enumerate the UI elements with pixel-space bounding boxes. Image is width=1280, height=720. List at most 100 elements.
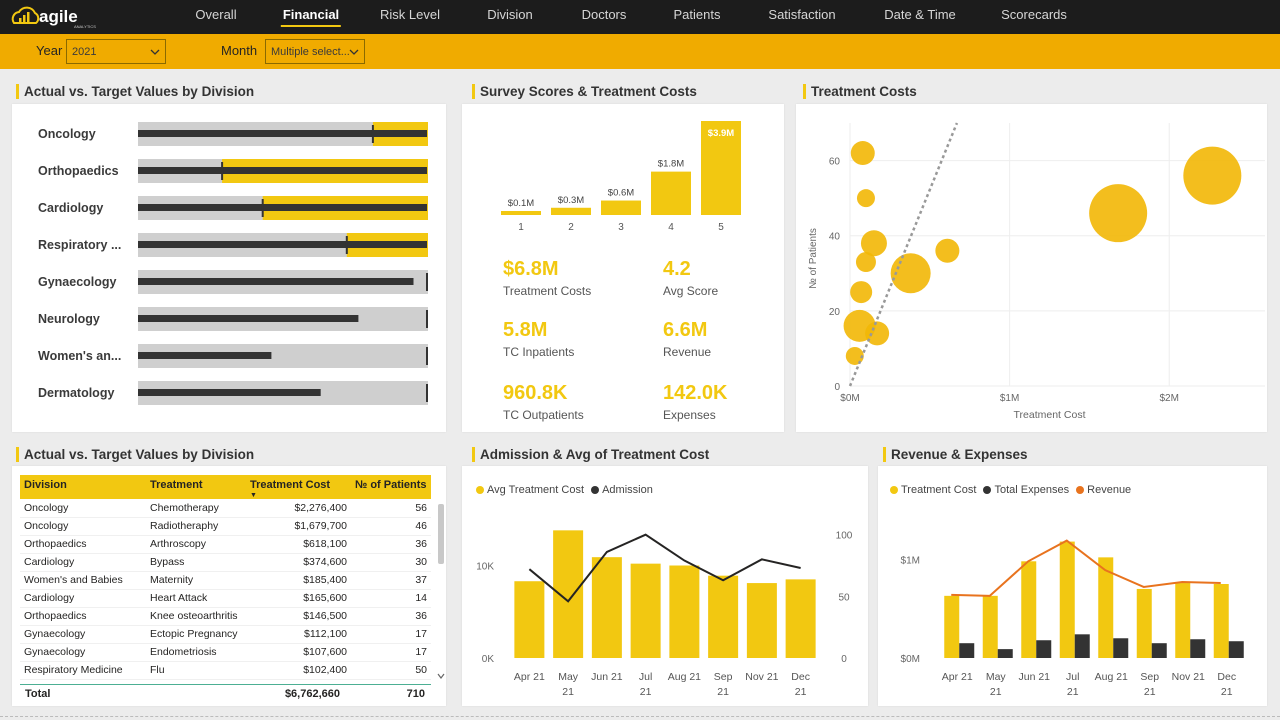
agile-analytics-logo[interactable]: agile ANALYTICS — [10, 4, 110, 30]
survey-bar[interactable] — [701, 121, 741, 215]
nav-financial[interactable]: Financial — [280, 0, 342, 34]
rev-x-tick: Dec — [1217, 671, 1236, 683]
survey-bar[interactable] — [501, 211, 541, 215]
scatter-point[interactable] — [855, 252, 876, 273]
scatter-point[interactable] — [845, 346, 864, 365]
kpi-label: Treatment Costs — [503, 284, 592, 298]
adm-bar[interactable] — [514, 581, 545, 658]
rev-expenses-bar[interactable] — [1113, 638, 1129, 658]
adm-bar[interactable] — [746, 583, 777, 658]
rev-treatment-bar[interactable] — [944, 595, 960, 658]
table-cell: Arthroscopy — [146, 535, 246, 554]
scatter-point[interactable] — [850, 141, 875, 166]
scatter-y-tick: 40 — [829, 232, 841, 243]
revexp-title: Revenue & Expenses — [883, 447, 1028, 462]
rev-treatment-bar[interactable] — [1059, 541, 1075, 658]
scatter-x-tick: $2M — [1160, 393, 1179, 404]
rev-treatment-bar[interactable] — [1136, 588, 1152, 658]
survey-bar[interactable] — [601, 200, 641, 215]
table-row[interactable]: Cardiology Heart Attack $165,600 14 — [20, 589, 431, 608]
bullet-label: Neurology — [38, 312, 100, 326]
nav-patients[interactable]: Patients — [673, 7, 721, 22]
nav-satisfaction[interactable]: Satisfaction — [768, 7, 836, 22]
rev-expenses-bar[interactable] — [997, 649, 1013, 658]
nav-scorecards[interactable]: Scorecards — [1001, 7, 1067, 22]
rev-expenses-bar[interactable] — [1151, 643, 1167, 658]
table-cell: Oncology — [20, 517, 146, 536]
scatter-point[interactable] — [935, 238, 960, 263]
filter-bar: Year 2021 Month Multiple select... — [0, 34, 1280, 69]
table-row[interactable]: Oncology Chemotherapy $2,276,400 56 — [20, 499, 431, 518]
revexp-legend: Treatment Cost Total Expenses Revenue — [890, 484, 1131, 496]
scrollbar-thumb[interactable] — [438, 504, 444, 564]
rev-expenses-bar[interactable] — [1036, 640, 1052, 658]
adm-bar[interactable] — [708, 575, 739, 658]
total-cost: $6,762,660 — [284, 688, 340, 700]
nav-doctors[interactable]: Doctors — [581, 7, 627, 22]
table-row[interactable]: Orthopaedics Arthroscopy $618,100 36 — [20, 535, 431, 554]
nav-risk-level[interactable]: Risk Level — [380, 7, 440, 22]
brand-sub: ANALYTICS — [74, 24, 96, 29]
scatter-point[interactable] — [860, 230, 887, 257]
table-row[interactable]: Gynaecology Ectopic Pregnancy $112,100 17 — [20, 625, 431, 644]
scatter-point[interactable] — [856, 189, 875, 208]
table-scrollbar[interactable] — [437, 500, 445, 680]
table-cell: Knee osteoarthritis — [146, 607, 246, 626]
rev-treatment-bar[interactable] — [1098, 557, 1114, 658]
rev-treatment-bar[interactable] — [1175, 583, 1191, 658]
scatter-point[interactable] — [1089, 184, 1148, 243]
rev-revenue-line — [951, 539, 1221, 597]
table-cell: Gynaecology — [20, 625, 146, 644]
table-row[interactable]: Orthopaedics Knee osteoarthritis $146,500 3… — [20, 607, 431, 626]
kpi-value: 5.8M — [503, 319, 548, 341]
kpi-label: Expenses — [663, 408, 716, 422]
kpi-value: 960.8K — [503, 382, 568, 404]
scatter-point[interactable] — [865, 321, 890, 346]
adm-bar[interactable] — [630, 563, 661, 658]
survey-title: Survey Scores & Treatment Costs — [472, 84, 697, 99]
rev-treatment-bar[interactable] — [1021, 561, 1037, 658]
rev-treatment-bar[interactable] — [1213, 584, 1229, 658]
table-row[interactable]: Oncology Radiotheraphy $1,679,700 46 — [20, 517, 431, 536]
nav-overall[interactable]: Overall — [195, 7, 237, 22]
table-cell: $374,600 — [246, 553, 351, 572]
legend-dot-dark — [983, 486, 992, 494]
scatter-point[interactable] — [850, 281, 873, 304]
table-row[interactable]: Respiratory Medicine Flu $102,400 50 — [20, 661, 431, 680]
bullet-chart-panel — [12, 104, 446, 432]
legend-dot-orange — [1076, 486, 1085, 494]
adm-bar[interactable] — [669, 565, 700, 659]
table-cell: Women's and Babies — [20, 571, 146, 590]
scatter-y-tick: 0 — [834, 382, 840, 393]
legend-admission: Admission — [602, 484, 653, 496]
table-row[interactable]: Cardiology Bypass $374,600 30 — [20, 553, 431, 572]
column-header[interactable]: № of Patients — [351, 475, 431, 499]
scatter-panel — [796, 104, 1267, 432]
rev-expenses-bar[interactable] — [1190, 639, 1206, 658]
table-cell: Gynaecology — [20, 643, 146, 662]
table-row[interactable]: Gynaecology Endometriosis $107,600 17 — [20, 643, 431, 662]
year-select[interactable]: 2021 — [66, 39, 166, 64]
rev-expenses-bar[interactable] — [959, 643, 975, 658]
month-select[interactable]: Multiple select... — [265, 39, 365, 64]
column-header[interactable]: Treatment Cost ▼ — [246, 475, 351, 499]
rev-x-tick-year: 21 — [1067, 686, 1079, 698]
rev-expenses-bar[interactable] — [1074, 634, 1090, 658]
bullet-label: Cardiology — [38, 201, 104, 215]
column-header[interactable]: Division — [20, 475, 146, 499]
adm-bar[interactable] — [785, 579, 816, 658]
survey-bar[interactable] — [551, 207, 591, 215]
nav-division[interactable]: Division — [487, 7, 533, 22]
adm-bar[interactable] — [591, 557, 622, 658]
kpi-label: TC Outpatients — [503, 408, 584, 422]
table-row[interactable]: Women's and Babies Maternity $185,400 37 — [20, 571, 431, 590]
rev-expenses-bar[interactable] — [1228, 641, 1244, 658]
sort-desc-icon[interactable]: ▼ — [250, 492, 257, 499]
nav-date-time[interactable]: Date & Time — [884, 7, 956, 22]
rev-treatment-bar[interactable] — [982, 595, 998, 658]
table-cell: 50 — [351, 661, 431, 680]
scatter-point[interactable] — [1183, 146, 1242, 205]
scroll-down-icon[interactable] — [437, 672, 445, 680]
column-header[interactable]: Treatment — [146, 475, 246, 499]
survey-bar[interactable] — [651, 171, 691, 215]
